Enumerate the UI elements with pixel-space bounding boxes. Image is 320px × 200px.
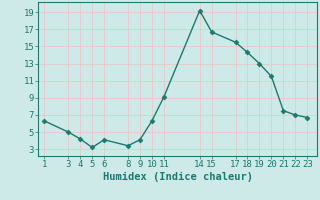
X-axis label: Humidex (Indice chaleur): Humidex (Indice chaleur): [103, 172, 252, 182]
